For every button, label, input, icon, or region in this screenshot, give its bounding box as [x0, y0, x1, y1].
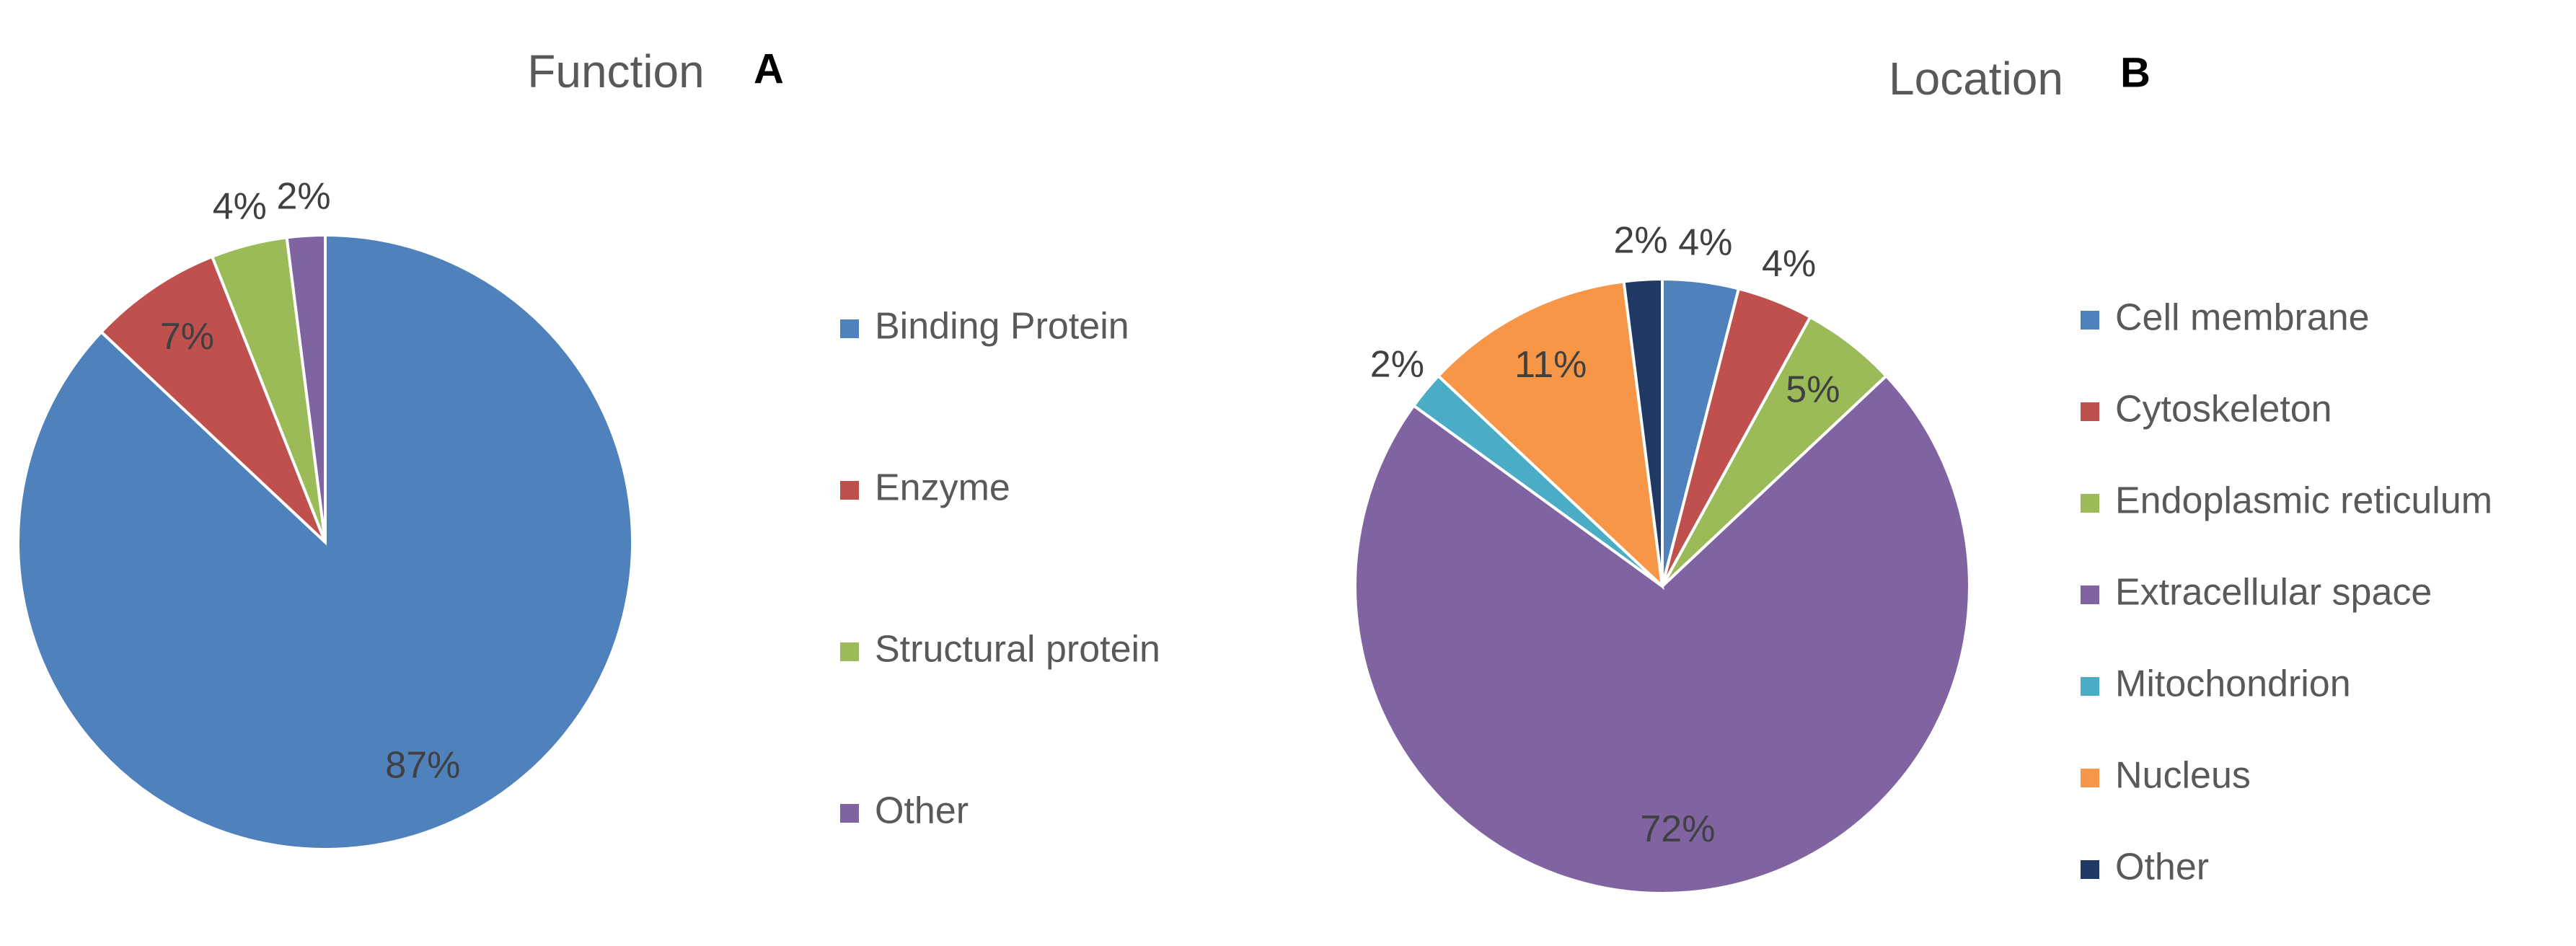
data-label: 5% [1786, 368, 1840, 410]
pie-slice [1354, 373, 1971, 895]
legend-label: Extracellular space [2115, 572, 2432, 614]
panel-label: B [2120, 49, 2151, 96]
data-label: 7% [160, 316, 214, 358]
legend-label: Mitochondrion [2115, 663, 2351, 705]
data-label: 2% [1613, 220, 1667, 262]
chart-title: Function [527, 45, 704, 97]
legend-label: Nucleus [2115, 755, 2251, 797]
data-label: 87% [385, 745, 460, 787]
legend-swatch [840, 642, 859, 661]
legend-label: Structural protein [875, 629, 1160, 671]
pie-slice [285, 233, 327, 543]
data-label: 11% [1514, 344, 1587, 386]
legend-label: Other [2115, 846, 2209, 888]
legend-swatch [2081, 860, 2099, 879]
data-label: 72% [1640, 808, 1715, 850]
data-label: 2% [276, 176, 330, 218]
legend-label: Cytoskeleton [2115, 389, 2332, 430]
legend-label: Endoplasmic reticulum [2115, 480, 2492, 522]
legend-swatch [840, 804, 859, 823]
legend-label: Cell membrane [2115, 297, 2370, 339]
legend-swatch [2081, 311, 2099, 330]
data-label: 2% [1370, 344, 1424, 386]
legend-swatch [2081, 494, 2099, 513]
legend-swatch [2081, 677, 2099, 696]
pie-slice [99, 255, 327, 544]
data-label: 4% [213, 186, 267, 228]
legend-swatch [2081, 585, 2099, 604]
legend-label: Other [875, 790, 969, 832]
legend-swatch [840, 319, 859, 338]
data-label: 4% [1678, 221, 1732, 263]
chart-title: Location [1889, 53, 2063, 105]
legend-swatch [840, 481, 859, 500]
data-label: 4% [1762, 243, 1816, 285]
pie-slice [1622, 277, 1664, 587]
legend-swatch [2081, 402, 2099, 421]
panel-label: A [754, 45, 784, 92]
legend-label: Enzyme [875, 467, 1010, 509]
legend-swatch [2081, 769, 2099, 787]
legend-label: Binding Protein [875, 306, 1129, 348]
pie-slice [1436, 280, 1664, 591]
